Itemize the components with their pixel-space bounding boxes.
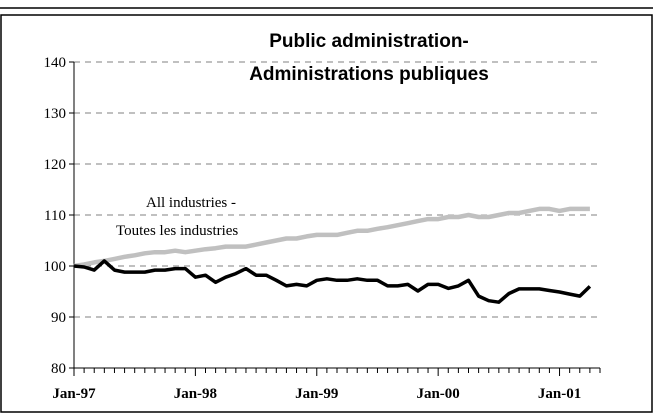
series-annotation-line-1: All industries - <box>146 195 236 211</box>
y-tick-label-110: 110 <box>44 208 66 224</box>
y-axis-ticks: 80 90 100 110 120 130 140 <box>44 55 74 377</box>
chart-panel-border <box>0 14 653 413</box>
x-tick-label-Jan-99: Jan-99 <box>295 386 338 402</box>
x-tick-label-Jan-97: Jan-97 <box>52 386 96 402</box>
chart-title-line-1: Public administration- <box>269 31 469 52</box>
y-tick-label-140: 140 <box>44 55 67 71</box>
y-tick-label-80: 80 <box>51 361 66 377</box>
y-tick-label-100: 100 <box>44 259 67 275</box>
x-axis: Jan-97 Jan-98 Jan-99 Jan-00 Jan-01 <box>52 62 601 402</box>
y-tick-label-120: 120 <box>44 157 67 173</box>
line-all-industries <box>73 206 590 269</box>
x-tick-label-Jan-01: Jan-01 <box>538 386 581 402</box>
series-annotation-line-2: Toutes les industries <box>116 223 238 239</box>
line-public-administration <box>73 259 592 304</box>
y-tick-label-130: 130 <box>44 106 67 122</box>
series-lines <box>73 206 592 304</box>
chart-title-line-2: Administrations publiques <box>249 64 489 85</box>
x-tick-label-Jan-98: Jan-98 <box>174 386 217 402</box>
x-tick-label-Jan-00: Jan-00 <box>416 386 459 402</box>
y-tick-label-90: 90 <box>51 310 66 326</box>
